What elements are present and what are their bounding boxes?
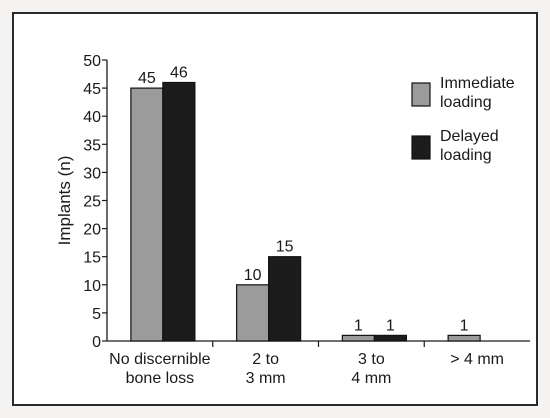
bar-value-label: 1 [386, 317, 395, 334]
legend-swatch-immediate [412, 83, 430, 106]
bar-value-label: 1 [354, 317, 363, 334]
bar-delayed-1 [269, 257, 301, 341]
bar-delayed-2 [374, 335, 406, 341]
y-tick-label: 0 [92, 334, 101, 351]
y-tick-label: 40 [83, 109, 101, 126]
y-axis-label: Implants (n) [55, 156, 74, 246]
bar-value-label: 15 [276, 239, 294, 256]
y-tick-label: 15 [83, 250, 101, 267]
bar-immediate-1 [237, 285, 269, 341]
x-tick-label: 2 to 3 mm [246, 351, 286, 387]
bar-delayed-0 [163, 82, 195, 341]
y-tick-label: 45 [83, 81, 101, 98]
x-tick-label: No discernible bone loss [109, 351, 210, 387]
y-tick-label: 30 [83, 165, 101, 182]
y-tick-label: 10 [83, 278, 101, 295]
bar-value-label: 1 [460, 317, 469, 334]
bar-immediate-0 [131, 88, 163, 341]
y-tick-label: 50 [83, 53, 101, 70]
legend-label: Immediate loading [440, 75, 515, 111]
y-tick-label: 35 [83, 137, 101, 154]
y-tick-label: 20 [83, 222, 101, 239]
bar-value-label: 10 [244, 267, 262, 284]
y-tick-label: 25 [83, 194, 101, 211]
bar-value-label: 46 [170, 64, 188, 81]
legend-swatch-delayed [412, 136, 430, 159]
bar-immediate-3 [448, 335, 480, 341]
x-tick-label: > 4 mm [450, 351, 504, 368]
bar-value-label: 45 [138, 70, 156, 87]
bar-immediate-2 [342, 335, 374, 341]
x-tick-label: 3 to 4 mm [351, 351, 391, 387]
y-tick-label: 5 [92, 306, 101, 323]
legend-label: Delayed loading [440, 128, 499, 164]
